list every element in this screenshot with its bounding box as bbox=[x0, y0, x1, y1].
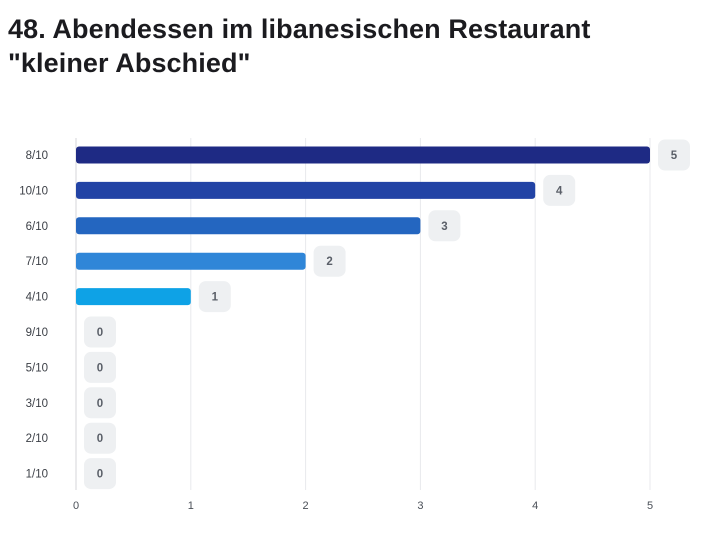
x-tick-label: 4 bbox=[532, 500, 538, 512]
category-label: 8/10 bbox=[26, 150, 48, 162]
value-label: 0 bbox=[97, 469, 103, 481]
bar-4-10 bbox=[76, 288, 191, 306]
category-label: 1/10 bbox=[26, 469, 48, 481]
x-tick-label: 2 bbox=[303, 500, 309, 512]
value-label: 3 bbox=[441, 221, 447, 233]
value-label: 0 bbox=[97, 398, 103, 410]
value-badge bbox=[84, 351, 116, 383]
x-tick-label: 1 bbox=[188, 500, 194, 512]
category-label: 2/10 bbox=[26, 433, 48, 445]
category-label: 6/10 bbox=[26, 221, 48, 233]
value-label: 0 bbox=[97, 362, 103, 374]
x-tick-label: 0 bbox=[73, 500, 79, 512]
value-badge bbox=[84, 316, 116, 348]
bar-10-10 bbox=[76, 181, 536, 199]
value-label: 2 bbox=[326, 256, 332, 268]
value-badge bbox=[84, 458, 116, 490]
category-label: 3/10 bbox=[26, 398, 48, 410]
value-label: 0 bbox=[97, 327, 103, 339]
x-tick-label: 3 bbox=[417, 500, 423, 512]
category-label: 10/10 bbox=[19, 185, 48, 197]
category-label: 7/10 bbox=[26, 256, 48, 268]
chart-title-line-1: 48. Abendessen im libanesischen Restaura… bbox=[8, 14, 591, 44]
value-badge bbox=[84, 422, 116, 454]
value-badge bbox=[658, 139, 690, 171]
category-label: 4/10 bbox=[26, 292, 48, 304]
value-badge bbox=[198, 281, 231, 313]
bar-8-10 bbox=[76, 146, 650, 164]
bar-6-10 bbox=[76, 217, 421, 235]
x-tick-label: 5 bbox=[647, 500, 653, 512]
value-label: 1 bbox=[212, 292, 219, 304]
value-label: 0 bbox=[97, 433, 103, 445]
value-badge bbox=[84, 387, 116, 419]
labels: 0 1 2 3 4 5 8/10 5 10/10 4 6/10 3 7/10 2 4/10 1 9/10 0 5/1… bbox=[19, 139, 690, 512]
bars bbox=[76, 146, 650, 306]
value-label: 4 bbox=[556, 185, 563, 197]
value-badge bbox=[543, 174, 576, 206]
grid-lines bbox=[75, 138, 651, 490]
chart-title-line-2: "kleiner Abschied" bbox=[8, 48, 251, 78]
value-badge bbox=[428, 210, 461, 242]
value-badge bbox=[313, 245, 346, 277]
value-label: 5 bbox=[671, 150, 678, 162]
chart-title: 48. Abendessen im libanesischen Restaura… bbox=[8, 12, 708, 80]
category-label: 5/10 bbox=[26, 362, 48, 374]
bar-7-10 bbox=[76, 252, 306, 270]
category-label: 9/10 bbox=[26, 327, 48, 339]
